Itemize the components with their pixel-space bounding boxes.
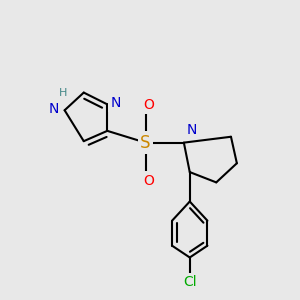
- Text: O: O: [143, 98, 154, 112]
- Text: N: N: [110, 96, 121, 110]
- Text: N: N: [187, 123, 197, 137]
- Text: N: N: [48, 102, 59, 116]
- Text: Cl: Cl: [183, 275, 196, 290]
- Text: O: O: [143, 174, 154, 188]
- Text: N: N: [48, 102, 59, 116]
- Text: H: H: [59, 88, 67, 98]
- Text: N: N: [187, 123, 197, 137]
- Text: Cl: Cl: [183, 275, 196, 290]
- Text: S: S: [140, 134, 151, 152]
- Text: N: N: [110, 96, 121, 110]
- Text: O: O: [143, 98, 154, 112]
- Text: H: H: [59, 88, 67, 98]
- Text: S: S: [140, 134, 151, 152]
- Text: O: O: [143, 174, 154, 188]
